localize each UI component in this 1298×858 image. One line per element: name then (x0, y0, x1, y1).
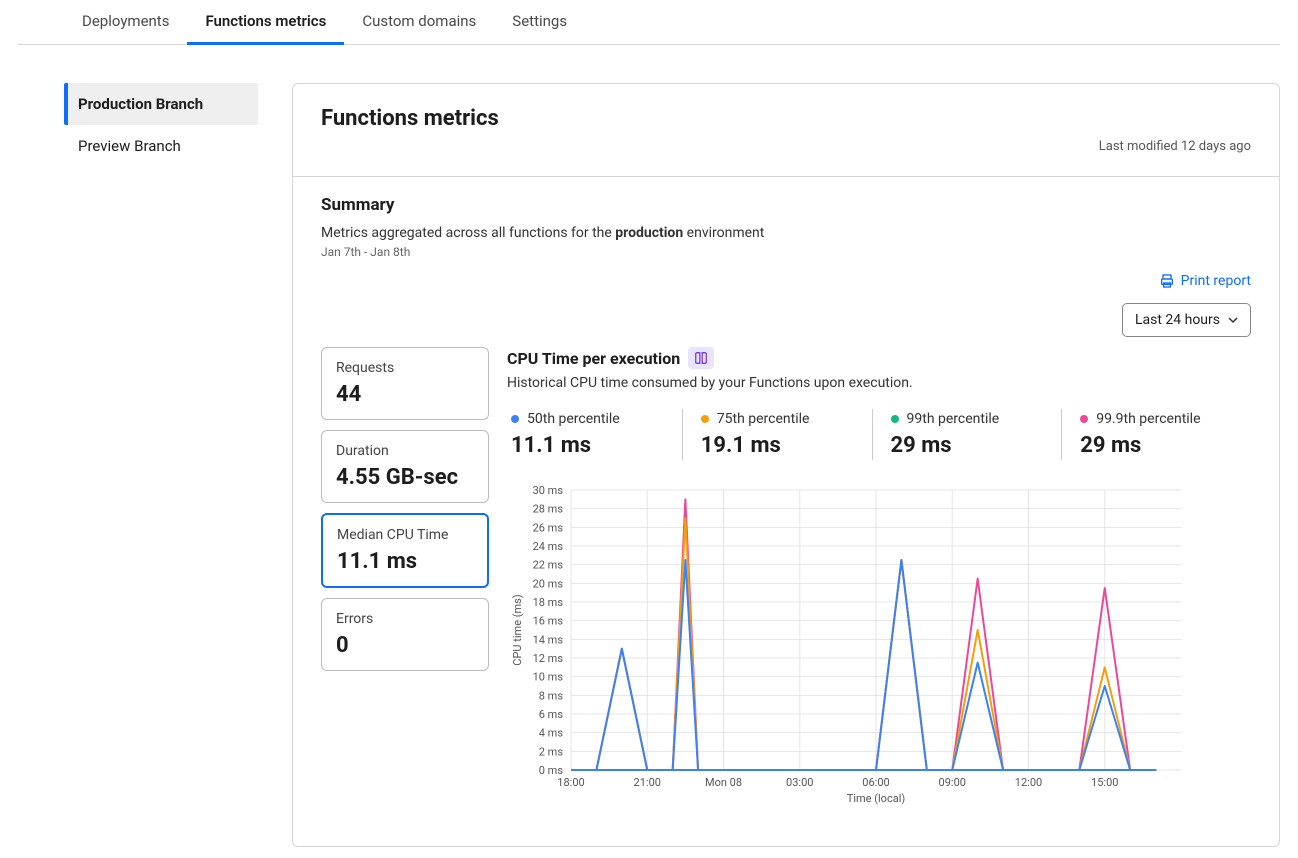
tab-settings[interactable]: Settings (494, 0, 585, 44)
stat-card-median-cpu[interactable]: Median CPU Time 11.1 ms (321, 513, 489, 588)
stat-label: Duration (336, 443, 474, 459)
sidebar-item-preview[interactable]: Preview Branch (64, 125, 258, 167)
svg-text:4 ms: 4 ms (539, 727, 564, 740)
svg-text:09:00: 09:00 (939, 776, 966, 789)
print-report-button[interactable]: Print report (1159, 273, 1251, 289)
main-panel: Functions metrics Last modified 12 days … (292, 83, 1280, 847)
sidebar: Production Branch Preview Branch (64, 83, 258, 847)
tab-functions-metrics[interactable]: Functions metrics (187, 0, 344, 45)
print-icon (1159, 273, 1175, 289)
svg-text:28 ms: 28 ms (533, 503, 564, 516)
svg-text:Time (local): Time (local) (847, 792, 906, 805)
tab-deployments[interactable]: Deployments (64, 0, 187, 44)
summary-daterange: Jan 7th - Jan 8th (321, 245, 1251, 259)
cpu-time-chart: 0 ms2 ms4 ms6 ms8 ms10 ms12 ms14 ms16 ms… (507, 480, 1251, 826)
page-title: Functions metrics (321, 106, 1251, 131)
dot-icon (1080, 415, 1088, 423)
svg-text:15:00: 15:00 (1091, 776, 1118, 789)
stat-label: Errors (336, 611, 474, 627)
dot-icon (511, 415, 519, 423)
svg-text:06:00: 06:00 (862, 776, 889, 789)
stat-value: 44 (336, 382, 474, 407)
svg-text:26 ms: 26 ms (533, 521, 564, 534)
svg-text:16 ms: 16 ms (533, 615, 564, 628)
stat-label: Requests (336, 360, 474, 376)
stat-value: 11.1 ms (337, 549, 473, 574)
svg-text:18 ms: 18 ms (533, 596, 564, 609)
percentile-999: 99.9th percentile 29 ms (1061, 409, 1251, 460)
tab-custom-domains[interactable]: Custom domains (344, 0, 494, 44)
svg-text:18:00: 18:00 (557, 776, 584, 789)
stat-value: 0 (336, 633, 474, 658)
summary-desc: Metrics aggregated across all functions … (321, 225, 1251, 241)
svg-text:21:00: 21:00 (634, 776, 661, 789)
time-range-select[interactable]: Last 24 hours (1122, 303, 1251, 337)
percentile-75: 75th percentile 19.1 ms (682, 409, 872, 460)
summary-title: Summary (321, 195, 1251, 215)
svg-text:14 ms: 14 ms (533, 633, 564, 646)
svg-text:30 ms: 30 ms (533, 484, 564, 497)
chart-title: CPU Time per execution (507, 349, 680, 368)
percentile-99: 99th percentile 29 ms (872, 409, 1062, 460)
svg-text:12:00: 12:00 (1015, 776, 1042, 789)
svg-text:22 ms: 22 ms (533, 559, 564, 572)
dot-icon (891, 415, 899, 423)
svg-text:CPU time (ms): CPU time (ms) (511, 594, 524, 666)
chart-subtitle: Historical CPU time consumed by your Fun… (507, 375, 1251, 391)
svg-text:8 ms: 8 ms (539, 689, 564, 702)
stat-card-errors[interactable]: Errors 0 (321, 598, 489, 671)
svg-text:20 ms: 20 ms (533, 577, 564, 590)
sidebar-item-production[interactable]: Production Branch (64, 83, 258, 125)
dot-icon (701, 415, 709, 423)
stat-card-requests[interactable]: Requests 44 (321, 347, 489, 420)
percentile-50: 50th percentile 11.1 ms (507, 409, 682, 460)
svg-text:2 ms: 2 ms (539, 745, 564, 758)
stat-card-duration[interactable]: Duration 4.55 GB-sec (321, 430, 489, 503)
svg-text:Mon 08: Mon 08 (705, 776, 742, 789)
svg-text:03:00: 03:00 (786, 776, 813, 789)
svg-text:24 ms: 24 ms (533, 540, 564, 553)
stat-value: 4.55 GB-sec (336, 465, 474, 490)
last-modified: Last modified 12 days ago (321, 139, 1251, 154)
docs-icon[interactable] (688, 347, 714, 369)
stat-label: Median CPU Time (337, 527, 473, 543)
svg-text:12 ms: 12 ms (533, 652, 564, 665)
svg-text:6 ms: 6 ms (539, 708, 564, 721)
tabs: Deployments Functions metrics Custom dom… (18, 0, 1280, 45)
svg-text:10 ms: 10 ms (533, 671, 564, 684)
chevron-down-icon (1228, 315, 1238, 325)
